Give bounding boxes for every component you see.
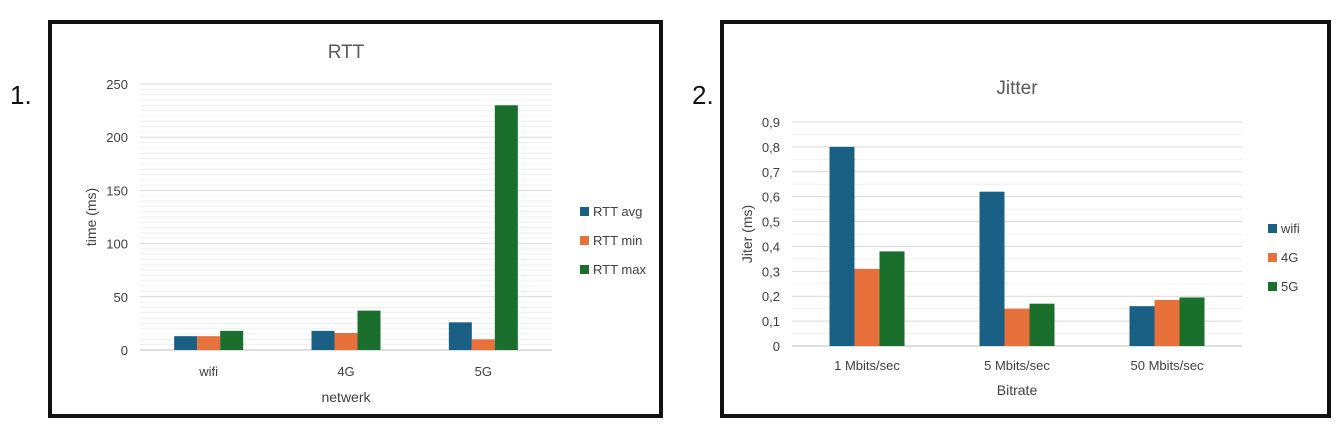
jitter-chart: 0 0,1 0,2 0,3 0,4 0,5 0,6 0,7 0,8 0,9 1 Mbits/sec 5… — [739, 78, 1300, 398]
rtt-legend-label: RTT max — [593, 262, 646, 277]
jitter-y-tick-label: 0,5 — [762, 215, 780, 230]
rtt-y-tick-label: 50 — [114, 290, 128, 305]
jitter-bar-4g-0 — [854, 268, 880, 346]
jitter-y-tick-label: 0,8 — [762, 140, 780, 155]
jitter-y-tick-label: 0,9 — [762, 115, 780, 130]
rtt-legend-label: RTT min — [593, 233, 642, 248]
rtt-chart-frame: 0 50 100 150 200 250 wifi 4G 5G RTT netwerk time (m… — [48, 20, 663, 418]
rtt-x-tick-label: 5G — [475, 364, 492, 379]
rtt-chart-title: RTT — [328, 42, 365, 63]
rtt-legend-label: RTT avg — [593, 204, 642, 219]
jitter-y-tick-label: 0,7 — [762, 165, 780, 180]
jitter-legend-swatch — [1268, 224, 1277, 233]
jitter-legend-swatch — [1268, 253, 1277, 262]
rtt-x-axis-label: netwerk — [321, 389, 371, 405]
jitter-bar-4g-1 — [1004, 308, 1030, 346]
jitter-x-tick-label: 50 Mbits/sec — [1131, 358, 1204, 373]
jitter-x-axis-label: Bitrate — [997, 382, 1038, 398]
rtt-bar-rtt-min-1 — [334, 332, 358, 350]
rtt-bar-rtt-avg-2 — [448, 322, 472, 350]
rtt-legend-swatch — [580, 265, 589, 274]
jitter-y-tick-label: 0,4 — [762, 239, 780, 254]
rtt-x-tick-label: 4G — [337, 364, 354, 379]
jitter-legend-label: wifi — [1280, 221, 1300, 236]
rtt-y-tick-label: 100 — [106, 237, 128, 252]
rtt-bar-rtt-avg-0 — [174, 336, 198, 350]
jitter-chart-title: Jitter — [996, 78, 1038, 99]
rtt-y-tick-label: 200 — [106, 130, 128, 145]
rtt-bar-rtt-min-2 — [471, 339, 495, 350]
rtt-x-tick-label: wifi — [198, 364, 218, 379]
panel-label-2: 2. — [692, 80, 714, 110]
rtt-y-tick-label: 150 — [106, 183, 128, 198]
jitter-y-tick-label: 0,1 — [762, 314, 780, 329]
panel-label-1: 1. — [10, 80, 32, 110]
jitter-y-tick-label: 0,2 — [762, 289, 780, 304]
rtt-bar-rtt-max-1 — [357, 310, 381, 350]
rtt-legend-swatch — [580, 236, 589, 245]
rtt-y-tick-label: 0 — [121, 343, 128, 358]
jitter-chart-frame: 0 0,1 0,2 0,3 0,4 0,5 0,6 0,7 0,8 0,9 1 Mbits/sec 5… — [720, 20, 1331, 418]
rtt-y-tick-label: 250 — [106, 77, 128, 92]
jitter-y-tick-label: 0,3 — [762, 264, 780, 279]
rtt-legend-swatch — [580, 207, 589, 216]
jitter-y-axis-label: Jiter (ms) — [739, 205, 755, 263]
rtt-bar-rtt-min-0 — [197, 336, 221, 350]
jitter-legend-swatch — [1268, 282, 1277, 291]
jitter-bar-5g-2 — [1179, 297, 1205, 346]
jitter-bar-5g-1 — [1029, 303, 1055, 346]
jitter-bar-wifi-1 — [979, 191, 1005, 346]
jitter-y-tick-label: 0 — [773, 339, 780, 354]
rtt-bar-rtt-avg-1 — [311, 330, 335, 350]
jitter-x-tick-label: 5 Mbits/sec — [984, 358, 1050, 373]
rtt-bar-rtt-max-0 — [220, 330, 244, 350]
rtt-bar-rtt-max-2 — [494, 105, 518, 350]
jitter-bar-wifi-0 — [829, 146, 855, 346]
jitter-bar-wifi-2 — [1129, 306, 1155, 346]
rtt-chart: 0 50 100 150 200 250 wifi 4G 5G RTT netwerk time (m… — [83, 42, 646, 405]
jitter-bar-4g-2 — [1154, 299, 1180, 346]
rtt-y-axis-label: time (ms) — [83, 188, 99, 246]
jitter-legend-label: 4G — [1281, 250, 1298, 265]
jitter-x-tick-label: 1 Mbits/sec — [834, 358, 900, 373]
jitter-legend-label: 5G — [1281, 279, 1298, 294]
jitter-y-tick-label: 0,6 — [762, 190, 780, 205]
jitter-bar-5g-0 — [879, 251, 905, 346]
